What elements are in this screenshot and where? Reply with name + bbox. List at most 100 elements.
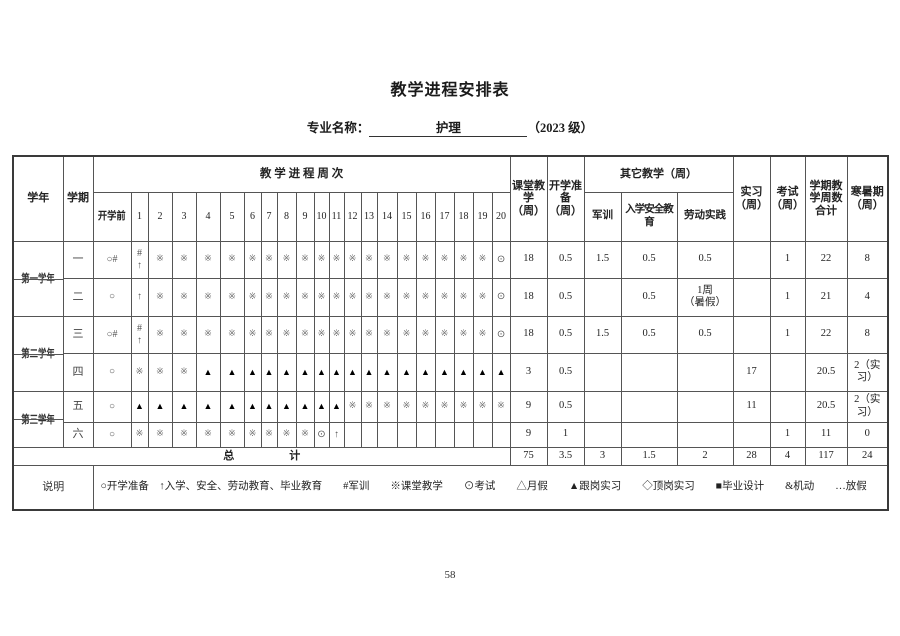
week-cell: ※ [328, 277, 345, 317]
week-cell [472, 421, 493, 448]
week-cell: ※ [219, 277, 245, 317]
header-pre-week: 开学前 [92, 191, 132, 242]
week-cell: ▲ [313, 352, 330, 392]
week-cell: ▲ [243, 390, 262, 423]
week-cell: ▲ [434, 352, 455, 392]
week-number-header: 17 [434, 191, 455, 242]
table-row: 第一学年一 ○# # ↑ ※ ※ ※ ※ ※ ※ ※ ※ ※ ※ ※ ※ ※ ※ ※ ※ ※ ※ ⊙ 18 0.5 1.5 0.5… [12, 240, 889, 317]
week-cell: ▲ [491, 352, 511, 392]
value-cell-laodong: 0.5 [676, 240, 734, 279]
week-cell: ▲ [453, 352, 474, 392]
value-cell-kaoshi: 1 [769, 277, 806, 317]
value-cell-junxun: 1.5 [583, 315, 622, 354]
week-number-header: 2 [147, 191, 173, 242]
semester-cell: 三 [62, 315, 94, 354]
week-cell: ※ [434, 315, 455, 354]
document-page: 教学进程安排表 专业名称： 护理 （2023 级） 学年 学期 教 学 进 程 周 … [12, 82, 890, 581]
week-cell: ▲ [376, 352, 398, 392]
week-cell: ※ [472, 315, 493, 354]
week-cell: ※ [343, 240, 362, 279]
week-cell: ▲ [276, 390, 297, 423]
week-cell: ▲ [171, 390, 197, 423]
total-laodong: 2 [676, 446, 734, 466]
week-cell: ※ [171, 277, 197, 317]
week-cell: ※ [195, 240, 221, 279]
header-row-top: 学年 学期 教 学 进 程 周 次 课堂教学（周） 开学准备（周） 其它教学（周… [12, 155, 889, 242]
total-heji: 117 [804, 446, 848, 466]
value-cell-ketang: 18 [509, 277, 548, 317]
week-number-header: 19 [472, 191, 493, 242]
week-number-header: 16 [415, 191, 436, 242]
semester-cell: 四 [62, 352, 94, 392]
week-number-header: 15 [396, 191, 417, 242]
value-cell-hanshuqi: 4 [846, 277, 889, 317]
value-cell-laodong: 1周 （暑假） [676, 277, 734, 317]
table-row: 第三学年五 ○ ▲ ▲ ▲ ▲ ▲ ▲ ▲ ▲ ▲ ▲ ▲ ※ ※ ※ ※ ※ ※ ※ ※ ※ 9 0.5 11 20.5 2（实习… [12, 390, 889, 448]
week-cell: ▲ [260, 352, 278, 392]
value-cell-shixi [732, 240, 771, 279]
week-cell: ※ [276, 315, 297, 354]
week-cell [453, 421, 474, 448]
value-cell-heji: 20.5 [804, 352, 848, 392]
week-number-header: 3 [171, 191, 197, 242]
week-number-header: 5 [219, 191, 245, 242]
cohort-label: （2023 级） [527, 121, 594, 135]
week-cell: ※ [396, 277, 417, 317]
week-cell: ※ [453, 390, 474, 423]
week-number-header: 10 [313, 191, 330, 242]
week-cell: ※ [434, 390, 455, 423]
week-cell: ※ [260, 240, 278, 279]
semester-cell: 一 [62, 240, 94, 279]
week-number-header: 13 [360, 191, 378, 242]
week-cell: ※ [130, 352, 149, 392]
week-cell: ▲ [195, 352, 221, 392]
header-ruxue: 入学安全教育 [620, 191, 678, 242]
value-cell-shixi [732, 421, 771, 448]
week-cell [491, 421, 511, 448]
table-row: 第二学年三 ○# # ↑ ※ ※ ※ ※ ※ ※ ※ ※ ※ ※ ※ ※ ※ ※ ※ ※ ※ ※ ⊙ 18 0.5 1.5 0.5… [12, 315, 889, 392]
week-cell: ▲ [313, 390, 330, 423]
week-cell: ※ [295, 315, 315, 354]
value-cell-shixi: 11 [732, 390, 771, 423]
week-number-header: 9 [295, 191, 315, 242]
value-cell-heji: 22 [804, 240, 848, 279]
week-cell: ※ [360, 240, 378, 279]
major-label: 专业名称： [306, 121, 370, 135]
total-junxun: 3 [583, 446, 622, 466]
week-cell: ※ [396, 315, 417, 354]
week-cell: ※ [453, 315, 474, 354]
semester-cell: 五 [62, 390, 94, 423]
value-cell-laodong [676, 352, 734, 392]
week-cell: ※ [219, 421, 245, 448]
week-cell: ※ [219, 315, 245, 354]
page-title: 教学进程安排表 [390, 82, 510, 99]
week-cell: ※ [376, 240, 398, 279]
page-number: 58 [444, 569, 456, 581]
week-cell: ※ [260, 315, 278, 354]
week-cell: ※ [130, 421, 149, 448]
value-cell-kaoshi [769, 352, 806, 392]
week-cell: ※ [295, 421, 315, 448]
week-cell: ▲ [328, 390, 345, 423]
week-cell: ※ [491, 390, 511, 423]
week-cell: ※ [453, 277, 474, 317]
header-xueqi: 学期 [62, 155, 94, 242]
week-cell: ⊙ [491, 315, 511, 354]
header-laodong: 劳动实践 [676, 191, 734, 242]
week-cell: ※ [396, 390, 417, 423]
header-weeks-title: 教 学 进 程 周 次 [92, 155, 511, 193]
week-cell: ※ [472, 240, 493, 279]
week-cell: ⊙ [491, 277, 511, 317]
week-cell: ※ [376, 277, 398, 317]
week-number-header: 20 [491, 191, 511, 242]
header-qita: 其它教学（周） [583, 155, 734, 193]
week-cell: ※ [415, 277, 436, 317]
value-cell-kaixue: 0.5 [546, 315, 585, 354]
value-cell-junxun: 1.5 [583, 240, 622, 279]
year-cell: 第一学年 [12, 240, 64, 317]
week-cell: ※ [276, 240, 297, 279]
header-heji: 学期教学周数合计 [804, 155, 848, 242]
week-cell: ▲ [360, 352, 378, 392]
week-cell: ※ [343, 277, 362, 317]
week-number-header: 1 [130, 191, 149, 242]
